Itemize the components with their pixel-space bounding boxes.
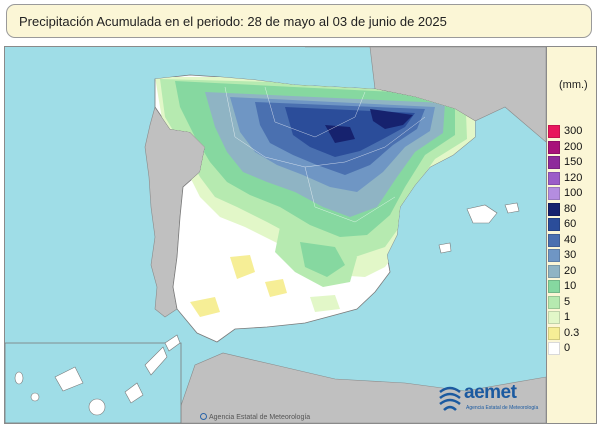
legend-label: 300 xyxy=(564,125,583,137)
legend-swatch xyxy=(548,187,560,200)
legend-swatch xyxy=(548,218,560,231)
ibiza xyxy=(438,242,452,254)
legend-swatch xyxy=(548,295,560,309)
map-credit: Agencia Estatal de Meteorología xyxy=(200,413,310,421)
legend-swatch xyxy=(548,311,560,324)
mallorca xyxy=(466,204,498,224)
aemet-logo: aemet Agencia Estatal de Meteorología xyxy=(436,382,539,416)
province-borders xyxy=(224,86,426,223)
legend-label: 10 xyxy=(564,280,577,292)
legend-label: 0.3 xyxy=(564,326,580,339)
canary-islands xyxy=(14,334,181,416)
legend-swatch xyxy=(548,249,560,262)
precipitation-map xyxy=(4,46,547,424)
legend: (mm.) 300 200 150 120 100 80 60 40 30 20 10 5 1 0.3 0 xyxy=(547,46,597,424)
legend-swatch xyxy=(548,264,560,278)
credit-text: Agencia Estatal de Meteorología xyxy=(209,414,311,421)
legend-swatch xyxy=(548,233,560,247)
map-canvas xyxy=(5,47,546,423)
aemet-logo-icon xyxy=(439,386,461,411)
legend-unit: (mm.) xyxy=(559,79,588,91)
legend-label: 1 xyxy=(564,311,571,323)
legend-swatch xyxy=(548,342,560,355)
legend-swatch xyxy=(548,171,560,185)
legend-label: 40 xyxy=(564,233,577,246)
logo-name: aemet xyxy=(464,382,517,403)
logo-subtitle: Agencia Estatal de Meteorología xyxy=(466,405,539,411)
legend-swatch xyxy=(548,125,560,138)
map-title: Precipitación Acumulada en el periodo: 2… xyxy=(6,4,592,38)
legend-swatch xyxy=(548,156,560,169)
legend-label: 200 xyxy=(564,140,583,153)
north-africa-landmass xyxy=(174,352,546,423)
legend-label: 80 xyxy=(564,202,577,215)
legend-label: 150 xyxy=(564,156,583,168)
legend-swatch xyxy=(548,140,560,154)
legend-swatch xyxy=(548,280,560,293)
legend-label: 30 xyxy=(564,249,577,261)
legend-label: 120 xyxy=(564,171,583,184)
legend-label: 60 xyxy=(564,218,577,230)
legend-label: 20 xyxy=(564,264,577,277)
copyright-icon xyxy=(200,413,207,420)
legend-swatch xyxy=(548,326,560,340)
legend-label: 0 xyxy=(564,342,571,354)
legend-swatch xyxy=(548,202,560,216)
legend-label: 100 xyxy=(564,187,583,199)
precipitation-field xyxy=(155,77,475,317)
menorca xyxy=(504,202,520,214)
legend-label: 5 xyxy=(564,295,571,308)
